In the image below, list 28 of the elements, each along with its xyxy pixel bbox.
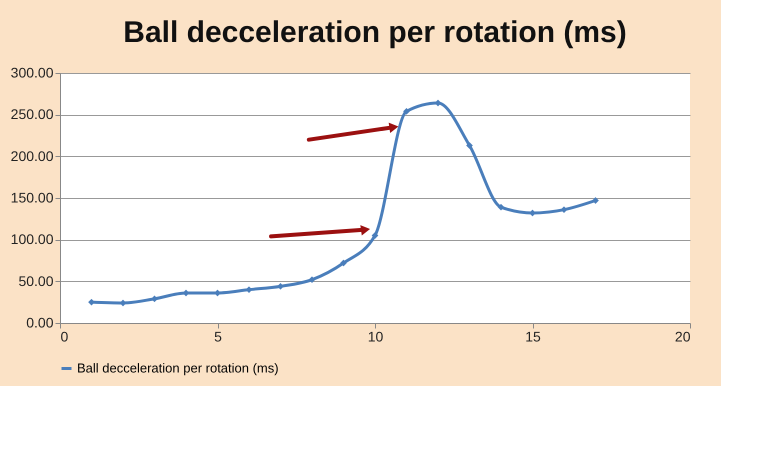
chart-title: Ball decceleration per rotation (ms)	[123, 16, 627, 49]
x-tick-label: 0	[60, 328, 68, 344]
point	[434, 100, 442, 106]
x-tick-label: 20	[674, 328, 691, 344]
point	[88, 298, 95, 306]
point	[466, 142, 473, 149]
point	[560, 206, 568, 214]
x-tick-label: 15	[525, 328, 541, 344]
y-tick-label: 150.00	[10, 190, 54, 206]
point	[277, 282, 284, 290]
point	[308, 276, 316, 284]
legend-label: Ball decceleration per rotation (ms)	[77, 360, 279, 376]
y-tick-label: 300.00	[10, 64, 54, 80]
point	[246, 286, 252, 294]
y-tick-label: 50.00	[18, 272, 54, 289]
point	[498, 204, 504, 211]
y-tick-label: 250.00	[10, 106, 54, 122]
point	[340, 260, 347, 266]
y-tick-label: 0.00	[26, 314, 54, 330]
point	[372, 232, 378, 239]
point	[403, 108, 410, 115]
y-tick-label: 100.00	[10, 231, 54, 248]
point	[151, 295, 158, 302]
point	[592, 197, 599, 204]
x-tick-label: 10	[368, 328, 384, 344]
y-tick-label: 200.00	[10, 148, 54, 164]
point	[529, 210, 536, 216]
x-tick-label: 5	[214, 328, 222, 344]
